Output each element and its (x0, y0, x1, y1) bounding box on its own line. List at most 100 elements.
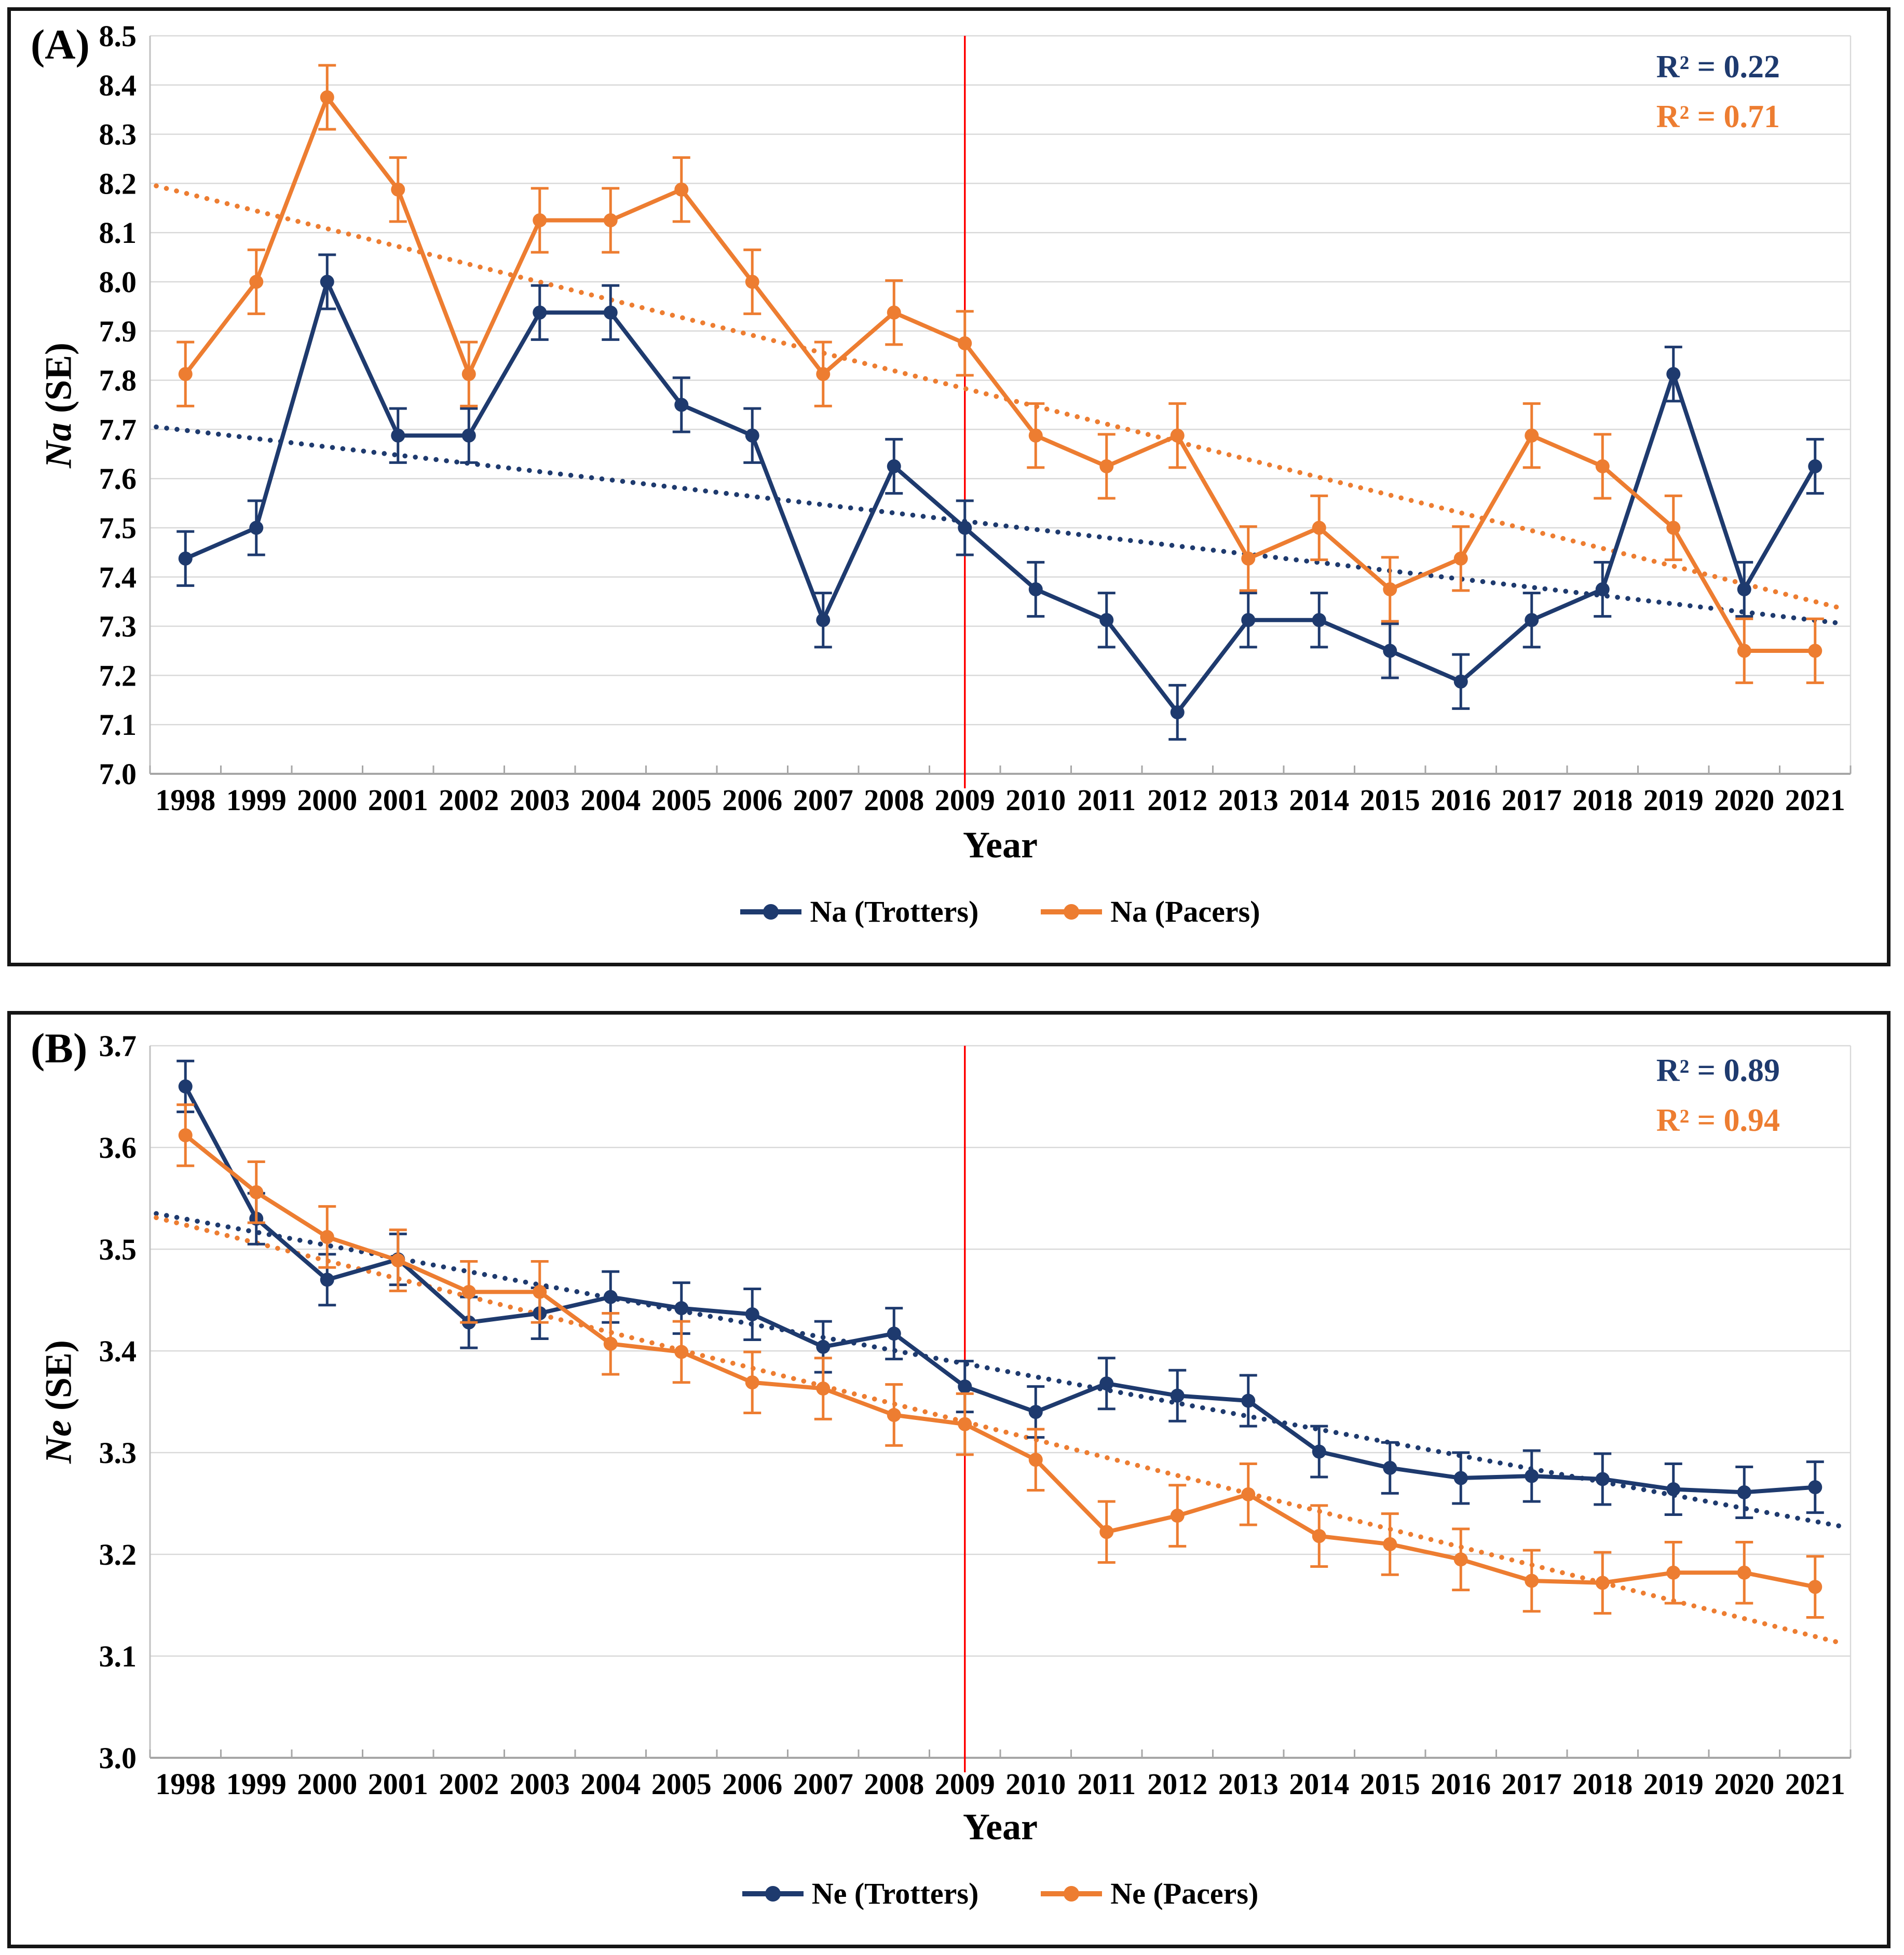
data-point (887, 1327, 901, 1341)
data-point (1595, 1472, 1610, 1486)
svg-text:2014: 2014 (1289, 1767, 1349, 1801)
data-point (887, 459, 901, 473)
data-point (1170, 428, 1185, 443)
data-point (745, 275, 759, 289)
data-point (178, 367, 193, 381)
data-point (745, 1375, 759, 1390)
chart-canvas-b: 3.0 3.1 3.2 3.3 3.4 3.5 3.6 3.7 1998 1999 2000 2001… (99, 1029, 1852, 1801)
svg-text:7.7: 7.7 (99, 413, 137, 446)
svg-text:2009: 2009 (935, 783, 995, 817)
y-axis-title-a-rest: (SE) (37, 342, 79, 423)
svg-text:3.2: 3.2 (99, 1538, 137, 1571)
legend-label-ne-pacers: Ne (Pacers) (1110, 1877, 1259, 1910)
series-ne-pacers- (176, 1103, 1824, 1619)
gridlines (149, 1045, 1852, 1759)
y-axis-title-b: Ne (SE) (37, 1340, 80, 1464)
data-point (1666, 1482, 1681, 1497)
line-dot-marker-icon (740, 904, 802, 920)
data-point (1099, 1376, 1114, 1391)
data-point (603, 213, 618, 227)
data-point (461, 367, 476, 381)
data-point (745, 1307, 759, 1321)
svg-text:2009: 2009 (935, 1767, 995, 1801)
svg-text:7.0: 7.0 (99, 757, 137, 791)
data-point (320, 90, 334, 104)
svg-text:8.5: 8.5 (99, 19, 137, 53)
data-point (1383, 1460, 1397, 1475)
line-dot-marker-icon (1041, 1885, 1103, 1902)
svg-text:3.1: 3.1 (99, 1639, 137, 1673)
data-point (1453, 551, 1468, 566)
x-tick-marks (149, 765, 1852, 774)
data-point (816, 613, 831, 627)
data-point (1453, 1471, 1468, 1485)
data-point (1099, 613, 1114, 627)
svg-text:1999: 1999 (226, 1767, 287, 1801)
r2-annotations-a: R² = 0.22 R² = 0.71 (1656, 42, 1780, 142)
data-point (178, 1128, 193, 1142)
svg-text:2021: 2021 (1785, 1767, 1845, 1801)
trendline-series-0 (154, 424, 1847, 626)
legend-label-ne-trotters: Ne (Trotters) (811, 1877, 979, 1910)
data-point (1666, 367, 1681, 381)
x-tick-marks (149, 1749, 1852, 1758)
svg-text:2015: 2015 (1360, 783, 1420, 817)
data-point (1595, 1576, 1610, 1590)
data-point (1312, 521, 1326, 535)
svg-text:3.5: 3.5 (99, 1233, 137, 1266)
data-point (1170, 1388, 1185, 1403)
trendline-series-1 (154, 1215, 1847, 1647)
svg-text:2007: 2007 (793, 783, 853, 817)
data-point (533, 1284, 547, 1299)
data-point (887, 1407, 901, 1422)
svg-text:7.5: 7.5 (99, 511, 137, 545)
panel-b: 3.0 3.1 3.2 3.3 3.4 3.5 3.6 3.7 1998 1999 2000 2001… (7, 1011, 1891, 1948)
data-point (533, 213, 547, 227)
data-point (461, 428, 476, 443)
svg-text:2019: 2019 (1643, 783, 1704, 817)
svg-text:3.7: 3.7 (99, 1029, 137, 1063)
data-point (816, 367, 831, 381)
svg-text:1999: 1999 (226, 783, 287, 817)
svg-text:2021: 2021 (1785, 783, 1845, 817)
svg-text:2003: 2003 (510, 783, 570, 817)
data-point (816, 1339, 831, 1354)
data-point (320, 1273, 334, 1287)
svg-text:2000: 2000 (297, 783, 357, 817)
data-point (391, 182, 405, 197)
data-point (1312, 1529, 1326, 1543)
series-na-trotters- (176, 253, 1824, 741)
svg-text:2006: 2006 (722, 783, 782, 817)
svg-text:2002: 2002 (439, 783, 499, 817)
data-point (958, 521, 972, 535)
x-tick-labels: 1998 1999 2000 2001 2002 2003 2004 2005 2006 2007… (155, 1767, 1845, 1801)
legend-item-na-pacers: Na (Pacers) (1041, 894, 1260, 929)
svg-text:7.2: 7.2 (99, 659, 137, 692)
data-point (887, 305, 901, 320)
svg-text:2007: 2007 (793, 1767, 853, 1801)
data-point (1312, 1444, 1326, 1459)
svg-text:2003: 2003 (510, 1767, 570, 1801)
r2-trotters-a: R² = 0.22 (1656, 49, 1780, 85)
svg-text:2011: 2011 (1077, 1767, 1136, 1801)
svg-text:1998: 1998 (155, 1767, 215, 1801)
svg-text:2014: 2014 (1289, 783, 1349, 817)
svg-text:7.3: 7.3 (99, 610, 137, 644)
data-point (1241, 1487, 1256, 1501)
svg-text:2008: 2008 (864, 783, 924, 817)
trendline-series-1 (154, 183, 1847, 612)
svg-text:2004: 2004 (580, 783, 641, 817)
svg-text:3.0: 3.0 (99, 1741, 137, 1775)
data-point (958, 336, 972, 350)
data-point (1241, 613, 1256, 627)
data-point (1595, 459, 1610, 473)
data-point (1453, 1552, 1468, 1567)
svg-text:3.3: 3.3 (99, 1436, 137, 1470)
data-point (1028, 1453, 1043, 1467)
data-point (1737, 1565, 1751, 1580)
data-point (391, 1253, 405, 1268)
svg-text:2016: 2016 (1431, 783, 1491, 817)
svg-text:2015: 2015 (1360, 1767, 1420, 1801)
svg-text:2012: 2012 (1147, 1767, 1207, 1801)
